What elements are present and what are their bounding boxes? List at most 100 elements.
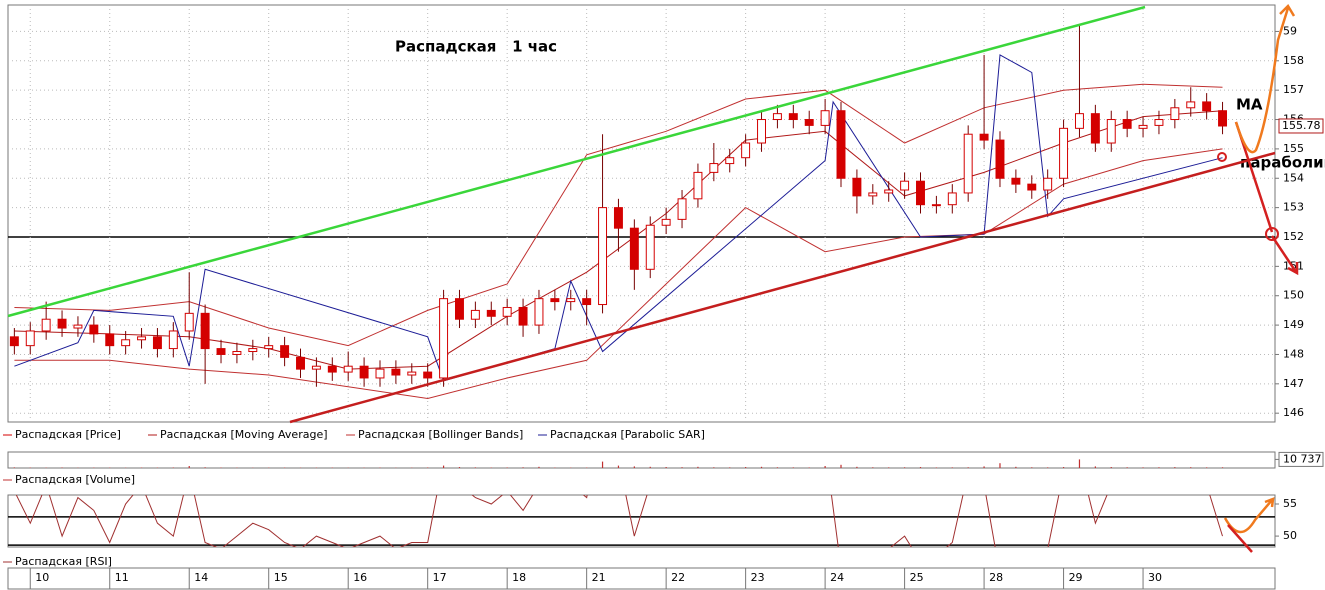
candle-body: [9, 336, 19, 347]
candle-body: [836, 110, 846, 179]
y-tick-label: 50: [1283, 529, 1297, 542]
y-tick-label: 147: [1283, 377, 1304, 390]
volume-bar: [1110, 467, 1112, 468]
x-tick-label: 29: [1069, 571, 1083, 584]
price-box: [1278, 118, 1324, 134]
candle-body: [89, 324, 99, 335]
candle-body: [645, 224, 655, 270]
candle-body: [57, 318, 67, 329]
candle-body: [137, 336, 147, 341]
candle-body: [1170, 107, 1180, 121]
candle-body: [931, 204, 941, 207]
y-tick-label: 153: [1283, 201, 1304, 214]
volume-bar: [888, 467, 890, 468]
candle-body: [216, 348, 226, 355]
x-tick-label: 18: [512, 571, 526, 584]
volume-bar: [856, 466, 858, 468]
candle-body: [359, 365, 369, 379]
candle-body: [1138, 124, 1148, 129]
y-tick-label: 10 737: [1283, 452, 1322, 465]
candle-body: [248, 348, 258, 353]
candle-body: [502, 306, 512, 317]
annotation: параболик: [1240, 154, 1325, 172]
rsi-line: [15, 495, 1223, 547]
volume-bar: [601, 461, 604, 468]
candle-body: [693, 171, 703, 200]
x-tick-label: 17: [433, 571, 447, 584]
candle-body: [566, 298, 576, 303]
y-tick-label: 149: [1283, 318, 1304, 331]
candle-body: [1090, 113, 1100, 144]
y-tick-label: 155: [1283, 142, 1304, 155]
volume-bar: [967, 467, 969, 468]
y-tick-label: 150: [1283, 289, 1304, 302]
candle-body: [232, 351, 242, 355]
y-tick-label: 59: [1283, 24, 1297, 37]
volume-bar: [935, 467, 937, 468]
volume-bar: [1031, 467, 1033, 468]
volume-bar: [13, 467, 15, 468]
annotation: MA: [1236, 96, 1263, 114]
candle-body: [661, 218, 671, 226]
volume-bar: [1190, 467, 1192, 468]
volume-bar: [204, 467, 206, 468]
volume-bar: [983, 466, 985, 468]
volume-bar: [903, 467, 906, 468]
candle-body: [677, 198, 687, 220]
last-price: 155.78: [1282, 119, 1321, 132]
volume-bar: [474, 467, 476, 468]
volume-bar: [172, 467, 174, 468]
volume-bar: [1015, 466, 1017, 468]
volume-bar: [633, 466, 635, 468]
candle-body: [486, 309, 496, 317]
candle-body: [916, 180, 925, 206]
candle-body: [439, 298, 449, 379]
legend-entry: Распадская [Moving Average]: [160, 428, 328, 441]
candle-body: [152, 336, 162, 350]
candle-body: [25, 330, 35, 347]
volume-bar: [1206, 467, 1208, 468]
y-tick-label: 148: [1283, 347, 1304, 360]
candle-body: [868, 192, 878, 197]
x-tick-label: 14: [194, 571, 208, 584]
x-tick-label: 24: [830, 571, 844, 584]
sar-circle: [1217, 152, 1227, 162]
volume-bar: [1158, 467, 1160, 468]
volume-bar: [951, 467, 953, 468]
x-tick-label: 10: [35, 571, 49, 584]
volume-bar: [713, 467, 715, 468]
volume-bar: [1062, 467, 1065, 468]
candle-body: [311, 365, 321, 370]
y-tick-label: 55: [1283, 497, 1297, 510]
candle-body: [41, 318, 51, 332]
legend-entry: Распадская [Parabolic SAR]: [550, 428, 705, 441]
candle-body: [184, 312, 194, 332]
candle-body: [995, 139, 1005, 179]
candle-body: [757, 119, 766, 144]
candle-body: [852, 177, 862, 197]
plot-layer: 1461471481491501511521531541551561571585…: [3, 5, 1325, 589]
volume-bar: [1221, 467, 1224, 468]
candle-body: [884, 189, 894, 194]
rsi-forecast-curve: [1223, 497, 1275, 534]
candle-body: [788, 113, 798, 121]
chart-title: Распадская 1 час: [395, 38, 557, 56]
volume-bar: [872, 467, 874, 468]
candle-body: [582, 298, 592, 306]
volume-bar: [506, 467, 508, 468]
candle-body: [1011, 177, 1021, 185]
volume-bar: [188, 466, 190, 468]
candle-body: [613, 207, 623, 229]
candle-body: [105, 333, 115, 347]
y-tick-label: 152: [1283, 230, 1304, 243]
candle-body: [1043, 177, 1053, 191]
candle-body: [280, 345, 290, 358]
volume-bar: [1078, 459, 1081, 468]
volume-bar: [1126, 467, 1128, 468]
candle-body: [900, 180, 910, 191]
y-tick-label: 154: [1283, 171, 1304, 184]
bollinger-lower: [14, 148, 1223, 400]
volume-bar: [61, 467, 63, 468]
candle-body: [820, 110, 830, 126]
candle-body: [1074, 113, 1084, 129]
